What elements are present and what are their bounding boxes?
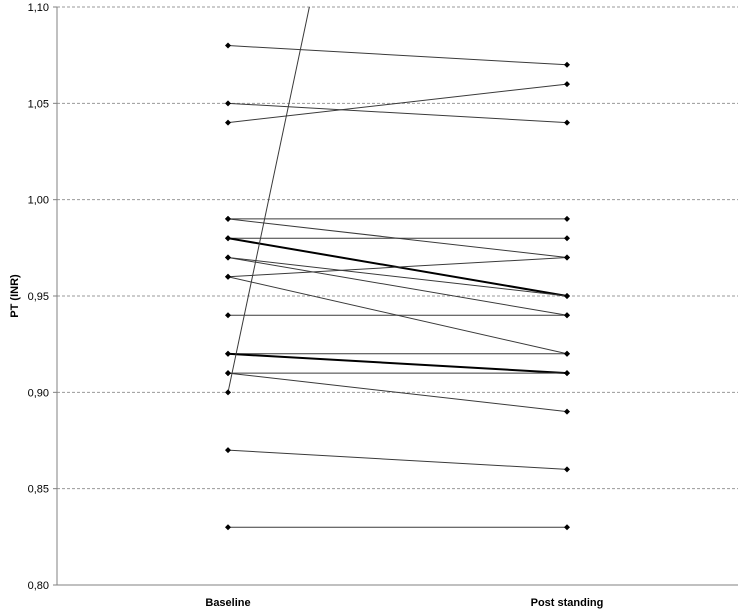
data-point-marker <box>564 293 570 299</box>
series-line <box>227 449 568 470</box>
y-tick-label: 0,80 <box>28 580 49 592</box>
series-line <box>227 6 310 393</box>
series-line <box>227 45 568 66</box>
data-point-marker <box>564 81 570 88</box>
data-point-marker <box>225 100 231 107</box>
data-point-marker <box>564 254 570 261</box>
data-point-marker <box>564 408 570 415</box>
series-line <box>227 256 568 278</box>
series-line <box>227 372 568 413</box>
data-point-marker <box>225 42 231 49</box>
data-point-marker <box>564 350 570 357</box>
data-point-marker <box>225 389 231 396</box>
y-tick-label: 0,85 <box>28 484 49 496</box>
y-tick-label: 1,05 <box>28 98 49 110</box>
y-axis-title: PT (INR) <box>9 274 21 318</box>
data-points <box>225 42 570 531</box>
x-tick-label: Post standing <box>531 597 604 609</box>
series-line <box>227 102 568 124</box>
data-point-marker <box>564 524 570 531</box>
data-point-marker <box>225 350 231 357</box>
data-point-marker <box>225 119 231 126</box>
y-tick-label: 1,00 <box>28 195 49 207</box>
series-line <box>227 256 568 316</box>
data-point-marker <box>564 61 570 68</box>
data-point-marker <box>225 312 231 319</box>
data-point-marker <box>225 447 231 454</box>
data-point-marker <box>225 273 231 280</box>
data-point-marker <box>564 119 570 126</box>
y-tick-label: 0,90 <box>28 387 49 399</box>
data-point-marker <box>225 215 231 222</box>
y-tick-labels: 0,80 0,85 0,90 0,95 1,00 1,05 1,10 <box>28 2 57 592</box>
series-line <box>227 352 568 375</box>
y-tick-label: 1,10 <box>28 2 49 14</box>
series-line <box>227 256 568 297</box>
x-tick-labels: Baseline Post standing <box>205 597 603 609</box>
data-point-marker <box>564 370 570 377</box>
data-point-marker <box>225 370 231 377</box>
y-tick-label: 0,95 <box>28 291 49 303</box>
series-lines <box>227 6 568 528</box>
x-tick-label: Baseline <box>205 597 250 609</box>
data-point-marker <box>564 466 570 473</box>
data-point-marker <box>564 312 570 319</box>
data-point-marker <box>225 254 231 261</box>
series-line <box>227 83 568 124</box>
data-point-marker <box>225 235 231 242</box>
gridlines <box>57 6 738 586</box>
data-point-marker <box>564 215 570 222</box>
data-point-marker <box>564 235 570 242</box>
data-point-marker <box>225 524 231 531</box>
